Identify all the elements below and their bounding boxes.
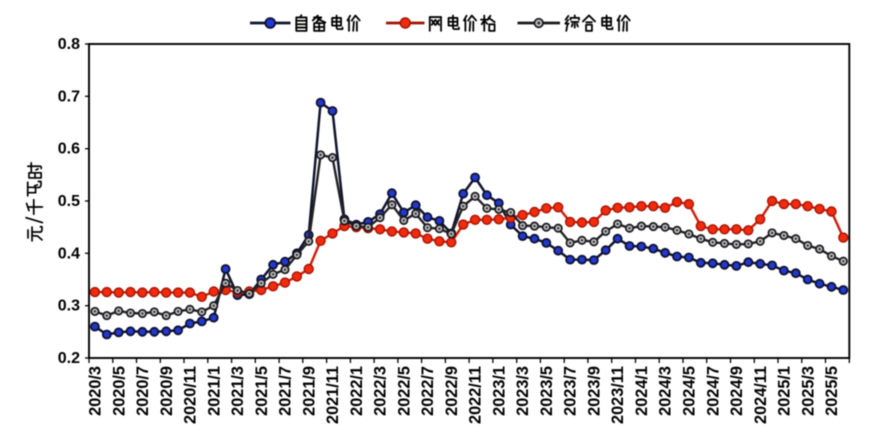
svg-text:2024/11: 2024/11 xyxy=(752,366,770,424)
svg-text:0.7: 0.7 xyxy=(58,88,80,105)
svg-text:2024/1: 2024/1 xyxy=(633,366,651,416)
svg-text:2023/7: 2023/7 xyxy=(562,366,580,416)
svg-text:2020/3: 2020/3 xyxy=(87,366,105,416)
svg-text:2024/7: 2024/7 xyxy=(704,366,722,416)
svg-text:2023/3: 2023/3 xyxy=(514,366,532,416)
svg-text:2020/7: 2020/7 xyxy=(134,366,152,416)
svg-text:2020/11: 2020/11 xyxy=(182,366,200,424)
svg-text:2022/3: 2022/3 xyxy=(372,366,390,416)
svg-text:2023/5: 2023/5 xyxy=(538,366,556,416)
svg-text:0.8: 0.8 xyxy=(58,36,80,53)
svg-text:2024/3: 2024/3 xyxy=(657,366,675,416)
svg-text:2024/9: 2024/9 xyxy=(728,366,746,416)
svg-text:0.2: 0.2 xyxy=(58,350,80,367)
svg-text:2021/5: 2021/5 xyxy=(253,366,271,416)
svg-text:2022/11: 2022/11 xyxy=(467,366,485,424)
svg-text:2023/1: 2023/1 xyxy=(490,366,508,416)
svg-text:2025/3: 2025/3 xyxy=(799,366,817,416)
svg-text:2024/5: 2024/5 xyxy=(681,366,699,416)
svg-text:2021/1: 2021/1 xyxy=(205,366,223,416)
svg-text:2023/11: 2023/11 xyxy=(609,366,627,424)
svg-text:0.4: 0.4 xyxy=(58,245,80,262)
svg-text:2020/5: 2020/5 xyxy=(110,366,128,416)
svg-text:2022/5: 2022/5 xyxy=(395,366,413,416)
svg-text:0.3: 0.3 xyxy=(58,298,80,315)
svg-text:2021/3: 2021/3 xyxy=(229,366,247,416)
svg-text:2021/11: 2021/11 xyxy=(324,366,342,424)
svg-text:2020/9: 2020/9 xyxy=(158,366,176,416)
svg-text:2023/9: 2023/9 xyxy=(586,366,604,416)
svg-text:2022/9: 2022/9 xyxy=(443,366,461,416)
svg-text:0.6: 0.6 xyxy=(58,141,80,158)
svg-text:2022/1: 2022/1 xyxy=(348,366,366,416)
svg-text:2025/5: 2025/5 xyxy=(823,366,841,416)
svg-text:0.5: 0.5 xyxy=(58,193,80,210)
svg-text:2025/1: 2025/1 xyxy=(776,366,794,416)
svg-text:2021/9: 2021/9 xyxy=(300,366,318,416)
svg-text:2021/7: 2021/7 xyxy=(277,366,295,416)
svg-text:2022/7: 2022/7 xyxy=(419,366,437,416)
